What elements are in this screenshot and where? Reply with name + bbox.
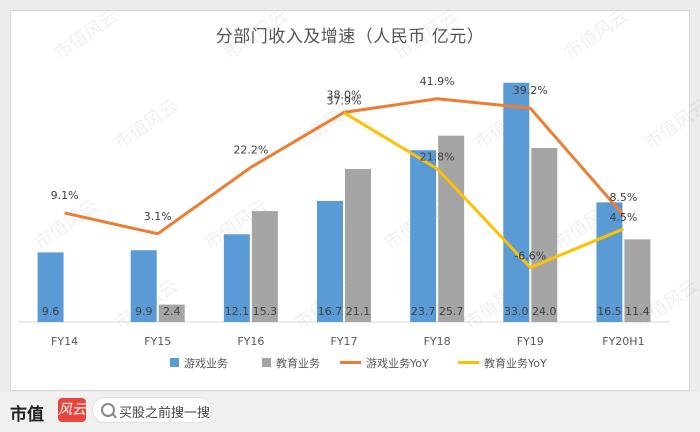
bar-game xyxy=(130,250,157,322)
search-icon xyxy=(101,403,115,417)
bar-game xyxy=(37,252,64,322)
line-data-label: 41.9% xyxy=(420,75,455,88)
bar-game xyxy=(223,234,250,322)
bar-edu xyxy=(531,148,558,322)
watermark-text: 市值风云 xyxy=(391,6,462,64)
line-data-label: 39.2% xyxy=(513,84,548,97)
bar-data-label: 11.4 xyxy=(625,305,650,318)
bar-data-label: 25.7 xyxy=(439,305,464,318)
bar-edu xyxy=(158,304,185,322)
watermark-text: 市值风云 xyxy=(641,96,700,154)
line-data-label: 38.0% xyxy=(327,88,362,101)
x-tick-label: FY15 xyxy=(144,335,171,348)
watermark-text: 市值风云 xyxy=(221,6,292,64)
edu-yoy-line xyxy=(343,111,625,270)
bar-edu xyxy=(345,169,371,322)
legend-label: 游戏业务YoY xyxy=(366,357,429,370)
chart-title: 分部门收入及增速（人民币 亿元） xyxy=(215,27,485,47)
line-data-label: 21.8% xyxy=(420,151,455,164)
bar-game xyxy=(410,150,437,322)
bar-game xyxy=(317,200,343,322)
watermark-text: 市值风云 xyxy=(111,96,182,154)
bar-data-label: 9.9 xyxy=(135,305,153,318)
legend-label: 游戏业务 xyxy=(184,357,228,370)
line-data-label: 22.2% xyxy=(233,143,268,156)
legend-swatch xyxy=(170,358,179,367)
line-data-label: -6.6% xyxy=(514,250,546,263)
brand-logo-text[interactable]: 市值 xyxy=(10,405,44,425)
search-box[interactable]: 买股之前搜一搜 xyxy=(92,397,212,423)
x-tick-label: FY14 xyxy=(51,335,78,348)
bar-data-label: 15.3 xyxy=(253,305,278,318)
x-tick-label: FY16 xyxy=(237,335,264,348)
watermark-text: 市值风云 xyxy=(51,6,122,64)
x-tick-label: FY18 xyxy=(424,335,451,348)
legend-label: 教育业务 xyxy=(276,356,320,370)
bar-data-label: 23.7 xyxy=(411,305,436,318)
x-tick-label: FY19 xyxy=(517,335,544,348)
bar-data-label: 16.5 xyxy=(597,305,622,318)
brand-logo-mark[interactable]: 风云 xyxy=(58,398,86,422)
x-tick-label: FY17 xyxy=(330,335,357,348)
bar-data-label: 24.0 xyxy=(532,305,557,318)
line-data-label: 4.5% xyxy=(609,211,637,224)
footer-bar: 市值 风云 买股之前搜一搜 xyxy=(0,392,700,432)
bar-data-label: 9.6 xyxy=(42,305,60,318)
bar-edu xyxy=(251,211,278,322)
search-placeholder: 买股之前搜一搜 xyxy=(119,406,211,421)
line-data-label: 9.1% xyxy=(51,189,79,202)
line-data-label: 3.1% xyxy=(144,210,172,223)
x-tick-label: FY20H1 xyxy=(602,335,644,348)
bar-data-label: 21.1 xyxy=(346,305,371,318)
bar-data-label: 16.7 xyxy=(318,305,343,318)
bar-game xyxy=(503,82,530,322)
legend-swatch xyxy=(262,358,271,367)
bar-data-label: 33.0 xyxy=(504,305,529,318)
line-data-label: 8.5% xyxy=(609,191,637,204)
bar-data-label: 2.4 xyxy=(163,305,181,318)
bar-data-label: 12.1 xyxy=(225,305,250,318)
watermark-text: 市值风云 xyxy=(31,196,102,254)
bar-game xyxy=(596,202,623,322)
bar-edu xyxy=(624,239,651,322)
line-data-label: 37.9% xyxy=(327,95,362,108)
watermark-text: 市值风云 xyxy=(561,6,632,64)
game-yoy-line xyxy=(64,97,625,236)
legend-label: 教育业务YoY xyxy=(484,356,547,370)
bar-edu xyxy=(438,135,465,322)
